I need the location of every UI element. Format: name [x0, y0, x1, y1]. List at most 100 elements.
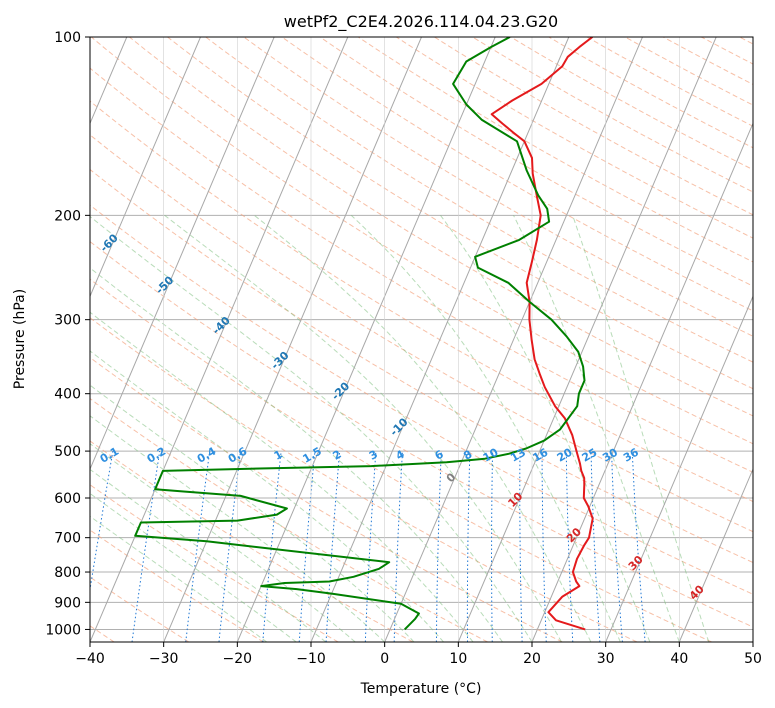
mixing-ratio-line — [262, 451, 282, 642]
y-tick-label: 200 — [54, 208, 81, 224]
y-tick-label: 900 — [54, 595, 81, 611]
isotherm — [384, 37, 643, 642]
mixing-ratio-label: 4 — [394, 447, 407, 462]
dry-adiabat — [90, 37, 753, 445]
isotherm — [310, 37, 570, 642]
dry-adiabat — [739, 37, 753, 45]
isotherm — [531, 122, 753, 642]
x-tick-label: −30 — [149, 651, 179, 667]
moist-adiabat — [90, 350, 444, 642]
dry-adiabat — [90, 134, 753, 533]
chart-title: wetPf2_C2E4.2026.114.04.23.G20 — [284, 12, 558, 32]
dry-adiabat — [90, 204, 753, 595]
mixing-ratio-label: 25 — [580, 446, 600, 465]
moist-adiabat — [90, 311, 474, 642]
isotherm-label: 30 — [626, 553, 646, 573]
isotherm-label: -20 — [329, 379, 352, 402]
plot-frame — [89, 36, 754, 643]
mixing-ratio-line — [565, 451, 574, 642]
mixing-ratio-label: 10 — [481, 446, 501, 465]
moist-adiabat — [90, 415, 386, 642]
isotherm — [90, 37, 201, 298]
mixing-ratio-line — [298, 451, 316, 642]
moist-adiabat — [90, 267, 503, 642]
isotherm-label: 20 — [564, 525, 584, 545]
dry-adiabat — [243, 37, 753, 337]
mixing-ratio-label: 0.1 — [98, 445, 121, 466]
dry-adiabat — [662, 37, 753, 85]
dry-adiabat — [90, 529, 264, 642]
isotherm — [605, 295, 753, 642]
dry-adiabat — [90, 241, 753, 628]
x-tick-label: 50 — [744, 651, 762, 667]
x-tick-label: 20 — [523, 651, 541, 667]
profile-series-1 — [490, 37, 594, 631]
moist-adiabat — [164, 214, 562, 642]
isotherm-label: 10 — [505, 490, 525, 510]
isotherm — [90, 37, 349, 642]
dry-adiabat — [90, 278, 712, 642]
y-tick-label: 1000 — [45, 622, 81, 638]
moist-adiabat — [90, 492, 297, 642]
y-tick-label: 300 — [54, 313, 81, 329]
moist-adiabat — [513, 215, 680, 642]
mixing-ratio-label: 20 — [555, 446, 575, 465]
mixing-ratio-line — [218, 451, 241, 642]
dry-adiabat — [90, 484, 339, 642]
moist-adiabat — [253, 214, 592, 642]
mixing-ratio-label: 0.2 — [145, 445, 168, 466]
mixing-ratio-line — [185, 451, 211, 642]
y-tick-label: 400 — [54, 387, 81, 403]
mixing-ratio-line — [590, 451, 601, 642]
x-tick-label: −20 — [223, 651, 253, 667]
mixing-ratio-line — [364, 451, 377, 642]
dry-adiabat — [90, 168, 753, 564]
profile-lines — [134, 37, 594, 631]
y-tick-label: 500 — [54, 444, 81, 460]
mixing-ratio-label: 6 — [433, 447, 446, 462]
moist-adiabat — [90, 215, 533, 642]
dry-adiabat — [90, 576, 190, 642]
mixing-ratio-line — [491, 451, 494, 642]
dry-adiabat — [701, 37, 753, 65]
x-tick-label: 0 — [380, 651, 389, 667]
isotherm — [457, 37, 717, 642]
x-tick-label: 40 — [670, 651, 688, 667]
dry-adiabat — [167, 37, 753, 390]
dry-adiabat — [90, 440, 414, 642]
y-tick-label: 800 — [54, 565, 81, 581]
mixing-ratio-label: 3 — [367, 448, 380, 463]
dry-adiabat — [90, 67, 753, 473]
dry-adiabat — [510, 37, 753, 171]
x-axis-label: Temperature (°C) — [360, 681, 482, 697]
dry-adiabat — [90, 356, 563, 642]
moist-adiabat — [90, 443, 356, 642]
y-tick-label: 600 — [54, 491, 81, 507]
dry-adiabat — [586, 37, 753, 127]
dry-adiabat — [90, 317, 638, 642]
isotherm-label: -10 — [387, 415, 410, 438]
moist-adiabat — [572, 215, 710, 642]
profile-series-2 — [134, 37, 586, 631]
dry-adiabat — [434, 37, 753, 216]
moist-adiabat — [90, 468, 327, 642]
dry-adiabat — [357, 37, 753, 263]
isotherm-label: -50 — [153, 273, 176, 296]
isotherm — [90, 37, 275, 471]
x-tick-label: −10 — [296, 651, 326, 667]
dry-adiabat — [90, 100, 753, 503]
mixing-ratio-line — [631, 451, 646, 642]
moist-adiabat — [350, 214, 621, 642]
line-labels: 0.1 0.2 0.4 0.6 1 1.5 2 3 4 6 8 10 13 16 20 25 30 36-60-5… — [98, 231, 708, 602]
mixing-ratio-line — [435, 451, 442, 642]
isotherm — [752, 640, 753, 642]
dry-adiabat — [281, 37, 753, 312]
y-tick-label: 100 — [54, 30, 81, 46]
dry-adiabat — [90, 397, 488, 642]
x-tick-label: 30 — [597, 651, 615, 667]
y-axis-ticks: 100 200 300 400 500 600 700 800 900 1000 — [45, 30, 90, 638]
mixing-ratio-label: 2 — [331, 448, 344, 463]
background-lines — [90, 37, 753, 642]
x-tick-label: 10 — [449, 651, 467, 667]
